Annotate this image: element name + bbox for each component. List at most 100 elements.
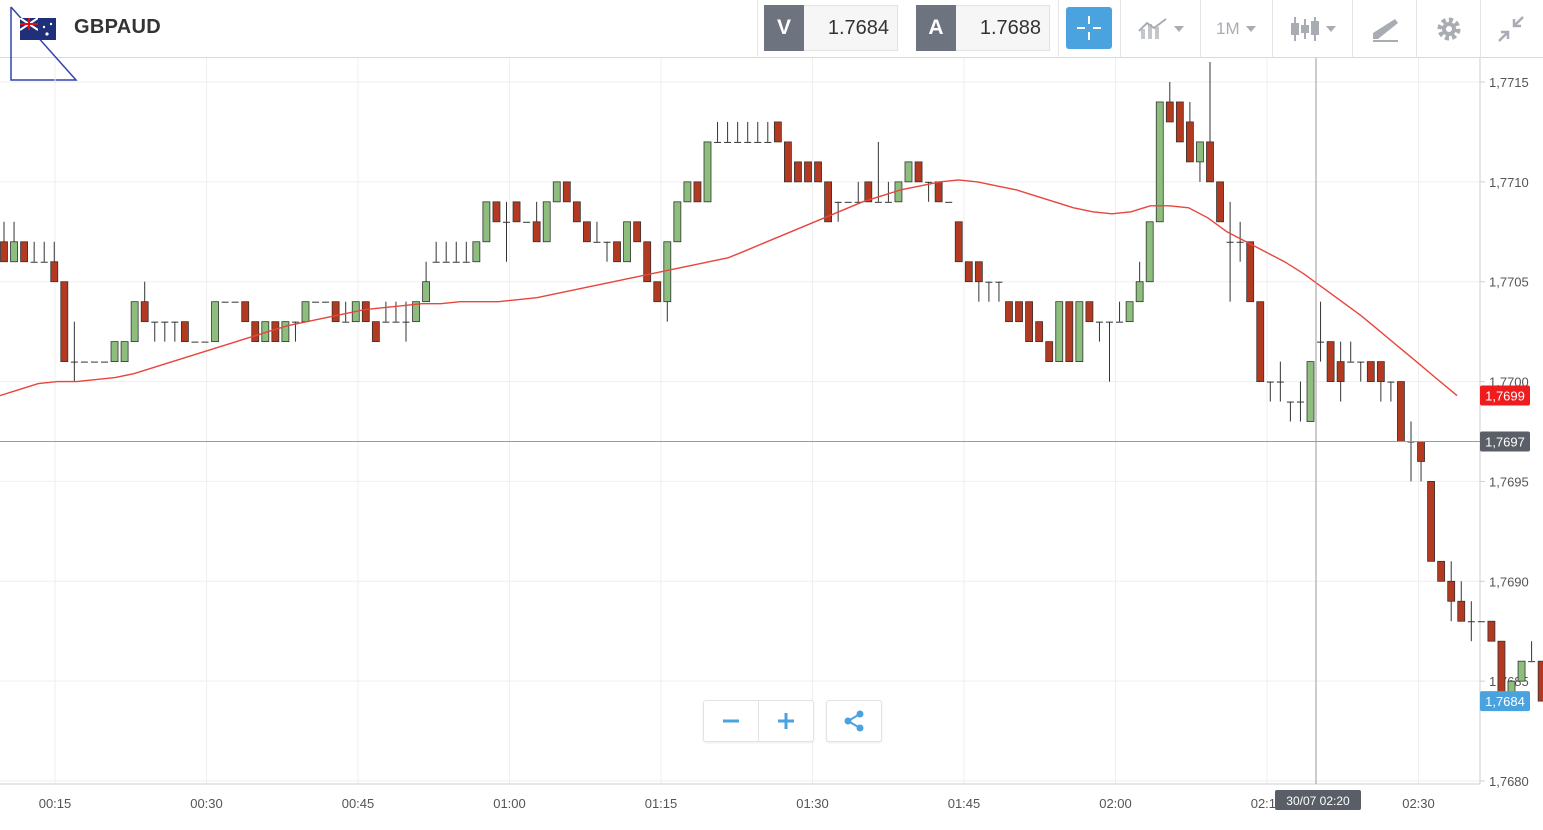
candle-body (412, 301, 420, 323)
candle-body (1145, 221, 1154, 283)
candle-body (241, 301, 250, 323)
candle-body (552, 181, 561, 203)
candle-body (593, 241, 601, 243)
candle-body (773, 121, 782, 143)
price-chart[interactable]: 1,7715 1,7710 1,7705 1,7700 1,7695 1,7690 1,76… (0, 58, 1543, 825)
share-icon (844, 710, 864, 732)
candle-body (291, 321, 299, 323)
candle-body (80, 361, 88, 363)
sell-label: V (764, 5, 804, 51)
candle-body (623, 221, 631, 263)
last-price-tag-bg (1480, 691, 1530, 712)
candle-body (30, 261, 38, 263)
candle-body (1015, 301, 1023, 323)
candle-body (503, 221, 510, 223)
candle-body (1528, 661, 1536, 663)
chart-canvas[interactable]: 1,77151,77101,77051,77001,76951,76901,76… (0, 58, 1543, 825)
candle-body (1376, 361, 1385, 382)
crosshair-time-tag: 30/07 02:20 (1286, 794, 1350, 808)
candle-body (1317, 341, 1325, 343)
candle-body (1357, 361, 1365, 363)
candle-body (1326, 341, 1335, 382)
candle-body (603, 241, 611, 243)
x-tick-label: 01:15 (645, 796, 678, 811)
candle-body (322, 301, 330, 303)
crosshair-price-tag: 1,7697 (1485, 434, 1525, 449)
candle-body (784, 141, 792, 183)
candle-body (201, 341, 209, 343)
candle-body (1437, 560, 1446, 582)
candle-body (934, 181, 943, 203)
sell-quote[interactable]: V 1.7684 (764, 5, 898, 51)
candle-body (1025, 301, 1033, 343)
candle-body (1125, 301, 1134, 323)
x-tick-label: 02:00 (1099, 796, 1132, 811)
timeframe-select[interactable]: 1M (1216, 14, 1256, 44)
settings-button[interactable] (1434, 14, 1464, 44)
zoom-in-button[interactable] (758, 701, 813, 741)
candle-body (462, 261, 470, 263)
candle-body (1276, 381, 1284, 383)
candle-body (1075, 301, 1084, 363)
buy-quote[interactable]: A 1.7688 (916, 5, 1050, 51)
candle-body (844, 201, 852, 203)
ma-price-tag: 1,7699 (1485, 389, 1525, 404)
zoom-out-button[interactable] (704, 701, 758, 741)
candle-body (734, 141, 742, 143)
candle-body (231, 301, 239, 303)
candle-body (221, 301, 229, 303)
candle-body (914, 161, 923, 183)
y-tick-label: 1,7680 (1489, 774, 1529, 789)
candle-body (472, 241, 481, 263)
candle-body (392, 321, 400, 323)
chart-type-button[interactable] (1290, 14, 1336, 44)
candle-body (1517, 660, 1526, 682)
candle-body (1035, 321, 1044, 343)
candle-body (985, 281, 993, 283)
candle-body (1286, 401, 1294, 403)
candle-body (703, 141, 712, 203)
timeframe-label: 1M (1216, 19, 1240, 38)
candle-body (191, 341, 199, 343)
candle-body (50, 261, 59, 283)
indicators-button[interactable] (1138, 14, 1184, 44)
candle-body (1296, 401, 1304, 403)
candle-body (1065, 301, 1074, 363)
candle-body (382, 321, 390, 323)
crosshair-button[interactable] (1066, 7, 1112, 49)
toolbar: GBPAUD V 1.7684 A 1.7688 1M (0, 0, 1543, 81)
drawing-tools-button[interactable] (1370, 14, 1400, 44)
candle-body (583, 221, 591, 243)
zoom-controls (703, 700, 814, 742)
candle-body (643, 241, 652, 283)
candle-body (512, 201, 521, 223)
candle-body (432, 261, 440, 263)
candle-body (693, 181, 702, 203)
candle-body (904, 161, 913, 183)
candle-body (874, 201, 882, 203)
crosshair-price-tag-bg (1480, 431, 1530, 452)
candle-body (964, 261, 973, 283)
minimize-button[interactable] (1496, 14, 1526, 44)
candle-body (1427, 481, 1435, 562)
candle-body (714, 141, 722, 143)
candle-body (1447, 580, 1456, 602)
candle-body (10, 241, 18, 263)
moving-average-line (0, 179, 1458, 397)
candle-body (744, 141, 752, 143)
candle-body (331, 301, 340, 323)
candle-body (251, 321, 260, 343)
candle-body (925, 181, 933, 183)
candle-body (663, 241, 672, 303)
candle-body (180, 321, 189, 343)
gear-icon (1437, 17, 1461, 41)
share-button[interactable] (826, 700, 882, 742)
candle-body (1175, 101, 1184, 143)
x-tick-label: 01:00 (493, 796, 526, 811)
candle-body (1055, 301, 1064, 363)
minus-icon (723, 719, 739, 723)
y-tick-label: 1,7690 (1489, 574, 1529, 589)
candle-body (1095, 321, 1103, 323)
candle-body (532, 221, 541, 243)
flag-icon (20, 18, 56, 40)
